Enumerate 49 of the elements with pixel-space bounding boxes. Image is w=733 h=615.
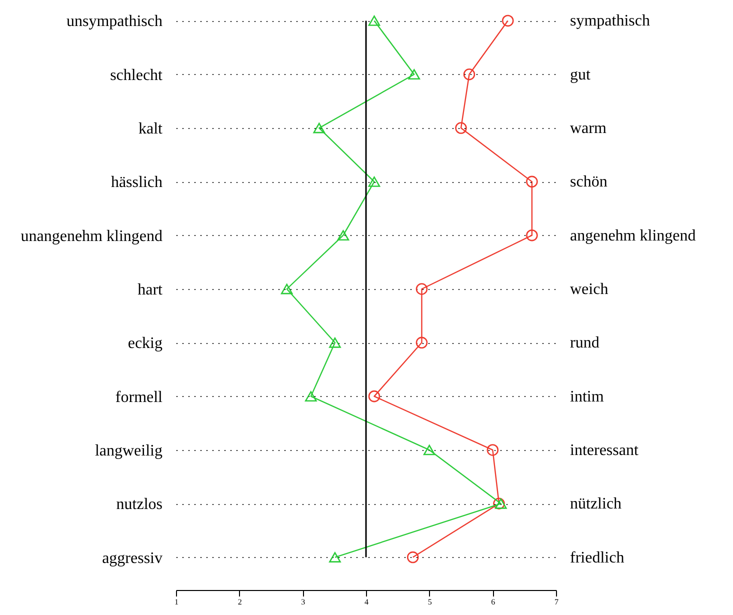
point [305,391,317,402]
point [368,16,380,26]
point [416,283,428,295]
y2-tick-label: gut [570,66,591,84]
y2-tick-label: warm [570,120,607,138]
point [329,337,341,348]
y-tick-label: kalt [138,120,164,138]
y-tick-label: nutzlos [116,496,162,514]
point [337,230,350,241]
point [416,336,428,349]
y-tick-label: eckig [128,335,162,352]
y2-tick-label: weich [570,281,608,298]
point [526,229,538,242]
point [486,444,499,456]
y-tick-label: aggressiv [102,550,162,567]
y-tick-label: unangenehm klingend [20,228,162,245]
x-tick-label: 6 [491,598,496,606]
y-tick-label: unsympathisch [66,13,162,30]
point [455,122,467,134]
x-tick-label: 2 [238,598,242,606]
x-tick-label: 1 [174,598,178,606]
y2-tick-label: intim [570,388,604,406]
y-tick-label: schlecht [110,66,164,84]
y2-tick-label: sympathisch [570,12,650,30]
point [423,444,436,456]
y-tick-label: hart [138,282,164,298]
x-tick-label: 5 [428,598,432,606]
point [408,69,420,80]
point [463,68,476,80]
y2-tick-label: nützlich [570,496,622,513]
y2-tick-label: schön [570,174,608,191]
point [368,176,380,187]
point [313,122,326,134]
point [526,176,538,188]
point [502,14,514,27]
y2-tick-label: friedlich [570,549,624,566]
y2-tick-label: angenehm klingend [570,227,696,244]
point [329,552,341,562]
point [406,551,419,564]
point [280,284,293,294]
y-tick-label: langweilig [94,442,162,460]
x-tick-label: 7 [554,598,558,606]
y2-tick-label: rund [570,334,600,352]
x-tick-label: 4 [364,598,368,606]
y2-tick-label: interessant [570,442,639,459]
y-tick-label: hässlich [110,174,162,192]
point [368,390,380,402]
y-tick-label: formell [115,388,164,406]
x-tick-label: 3 [301,598,306,606]
